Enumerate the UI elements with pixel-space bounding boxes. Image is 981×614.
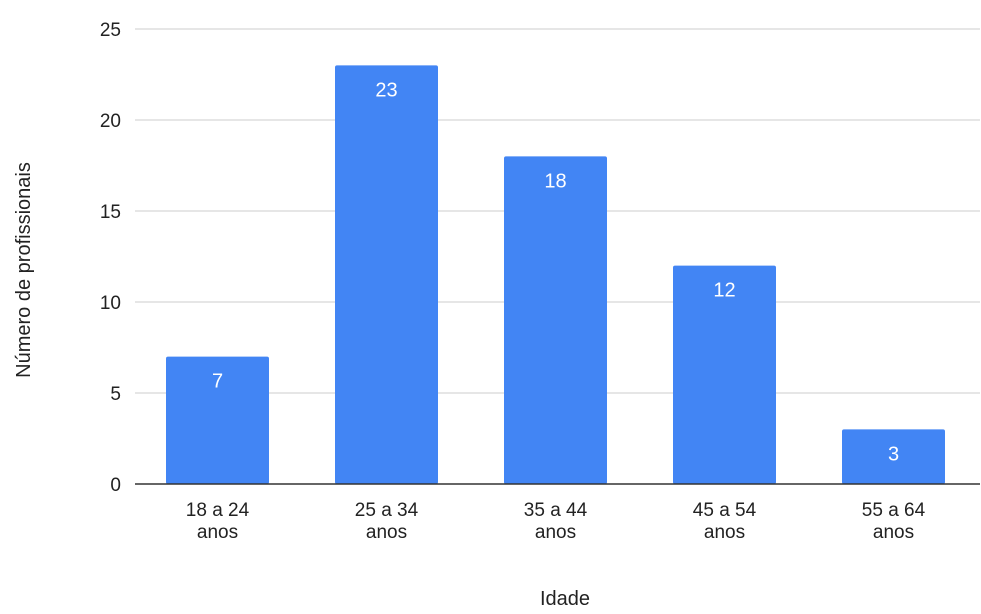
x-tick-label-line: anos — [535, 522, 576, 543]
y-axis-ticks: 0 5 10 15 20 25 — [100, 20, 121, 496]
bars — [166, 65, 945, 485]
bar-value-label: 18 — [544, 170, 566, 192]
bar-value-label: 12 — [713, 280, 735, 302]
bar — [673, 265, 776, 484]
x-tick-label: 25 a 34 anos — [355, 500, 419, 543]
bar-value-label: 7 — [212, 371, 223, 393]
bar — [842, 429, 945, 484]
y-tick-label: 0 — [110, 475, 121, 496]
x-tick-label-line: 45 a 54 — [693, 500, 757, 521]
bar — [166, 356, 269, 484]
y-tick-label: 25 — [100, 20, 121, 41]
y-tick-label: 15 — [100, 202, 121, 223]
y-tick-label: 10 — [100, 293, 121, 314]
y-tick-label: 5 — [110, 384, 121, 405]
x-tick-label-line: 55 a 64 — [862, 500, 926, 521]
bar — [504, 156, 607, 484]
bar — [335, 65, 438, 485]
x-tick-label: 18 a 24 anos — [186, 500, 250, 543]
x-tick-label-line: anos — [704, 522, 745, 543]
x-tick-label: 55 a 64 anos — [862, 500, 926, 543]
x-tick-label-line: anos — [873, 522, 914, 543]
x-tick-label: 45 a 54 anos — [693, 500, 757, 543]
x-tick-label: 35 a 44 anos — [524, 500, 588, 543]
bar-value-label: 23 — [375, 79, 397, 101]
x-tick-label-line: 25 a 34 — [355, 500, 419, 521]
x-axis-title: Idade — [540, 588, 590, 610]
data-labels: 7 23 18 12 3 — [212, 79, 899, 465]
x-tick-label-line: 35 a 44 — [524, 500, 588, 521]
bar-value-label: 3 — [888, 443, 899, 465]
y-axis-title: Número de profissionais — [13, 162, 35, 378]
y-tick-label: 20 — [100, 111, 121, 132]
x-tick-label-line: anos — [366, 522, 407, 543]
x-tick-label-line: anos — [197, 522, 238, 543]
x-tick-label-line: 18 a 24 — [186, 500, 250, 521]
